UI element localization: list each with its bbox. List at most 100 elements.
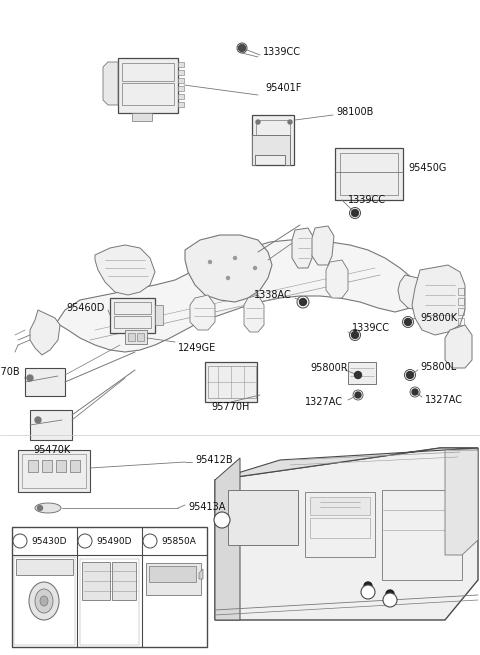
Polygon shape: [445, 325, 472, 368]
Text: 95401F: 95401F: [265, 83, 301, 93]
Bar: [22, 454, 86, 488]
Polygon shape: [199, 569, 203, 579]
Bar: [178, 78, 184, 83]
Bar: [114, 316, 151, 328]
Ellipse shape: [35, 503, 61, 513]
Polygon shape: [185, 235, 272, 302]
Circle shape: [143, 534, 157, 548]
Text: 95470K: 95470K: [34, 445, 71, 455]
Bar: [82, 562, 110, 600]
Bar: [122, 63, 174, 81]
Polygon shape: [95, 245, 155, 295]
Bar: [228, 490, 298, 545]
Polygon shape: [103, 62, 118, 105]
Circle shape: [13, 534, 27, 548]
Circle shape: [227, 276, 229, 280]
Text: 95413A: 95413A: [188, 502, 226, 512]
Polygon shape: [215, 448, 478, 480]
Bar: [310, 497, 370, 515]
Text: 1327AC: 1327AC: [305, 397, 343, 407]
Polygon shape: [215, 458, 240, 620]
Circle shape: [351, 331, 359, 339]
Circle shape: [405, 318, 411, 326]
Bar: [149, 566, 196, 582]
Bar: [458, 318, 464, 325]
Ellipse shape: [29, 582, 59, 620]
Bar: [348, 362, 376, 384]
Bar: [56, 460, 66, 472]
Text: b: b: [387, 595, 393, 605]
Circle shape: [352, 210, 358, 216]
Text: 98100B: 98100B: [336, 107, 373, 117]
Polygon shape: [445, 450, 478, 555]
Bar: [458, 308, 464, 315]
Bar: [458, 298, 464, 305]
Polygon shape: [190, 295, 215, 330]
Circle shape: [214, 512, 230, 528]
Text: c: c: [365, 588, 371, 597]
Circle shape: [355, 392, 361, 398]
Circle shape: [233, 257, 237, 259]
Ellipse shape: [35, 589, 53, 613]
Bar: [252, 115, 294, 165]
Bar: [132, 113, 152, 121]
Text: 1339CC: 1339CC: [348, 195, 386, 205]
Bar: [178, 94, 184, 99]
Circle shape: [37, 506, 43, 510]
Polygon shape: [326, 260, 348, 298]
Text: 95490D: 95490D: [96, 536, 132, 546]
Bar: [128, 333, 135, 341]
Bar: [122, 83, 174, 105]
Circle shape: [288, 120, 292, 124]
Circle shape: [123, 268, 127, 272]
Bar: [114, 302, 151, 314]
Circle shape: [412, 389, 418, 395]
Text: a: a: [219, 515, 225, 525]
Bar: [137, 333, 144, 341]
Bar: [70, 460, 80, 472]
Circle shape: [364, 582, 372, 590]
Bar: [305, 492, 375, 557]
Polygon shape: [30, 310, 60, 355]
Bar: [458, 288, 464, 295]
Text: a: a: [17, 536, 23, 546]
Text: 95800R: 95800R: [311, 363, 348, 373]
Text: 95800K: 95800K: [420, 313, 457, 323]
Text: 1249GE: 1249GE: [178, 343, 216, 353]
Bar: [118, 58, 178, 113]
Text: c: c: [147, 536, 153, 546]
Bar: [12, 527, 207, 647]
Circle shape: [208, 261, 212, 263]
Circle shape: [253, 267, 256, 269]
Bar: [16, 559, 73, 575]
Text: 95412B: 95412B: [195, 455, 233, 465]
Bar: [335, 148, 403, 200]
Text: 95770H: 95770H: [212, 402, 250, 412]
Bar: [208, 366, 256, 398]
Text: 95460D: 95460D: [67, 303, 105, 313]
Circle shape: [386, 590, 394, 598]
Bar: [155, 305, 163, 325]
Circle shape: [351, 210, 359, 217]
Polygon shape: [398, 275, 428, 310]
Polygon shape: [215, 448, 478, 620]
Bar: [18, 450, 90, 492]
Bar: [110, 298, 155, 333]
Text: 95850A: 95850A: [161, 536, 196, 546]
Circle shape: [407, 371, 413, 379]
Bar: [146, 563, 201, 595]
Bar: [178, 70, 184, 75]
Circle shape: [361, 585, 375, 599]
Ellipse shape: [40, 596, 48, 606]
Bar: [178, 86, 184, 91]
Text: 95430D: 95430D: [31, 536, 67, 546]
Polygon shape: [244, 295, 264, 332]
Polygon shape: [412, 265, 465, 335]
Text: 1327AC: 1327AC: [425, 395, 463, 405]
Text: 95870B: 95870B: [0, 367, 20, 377]
Circle shape: [35, 417, 41, 423]
Bar: [42, 460, 52, 472]
Text: 95450G: 95450G: [408, 163, 446, 173]
Bar: [25, 368, 65, 396]
Polygon shape: [55, 240, 420, 352]
